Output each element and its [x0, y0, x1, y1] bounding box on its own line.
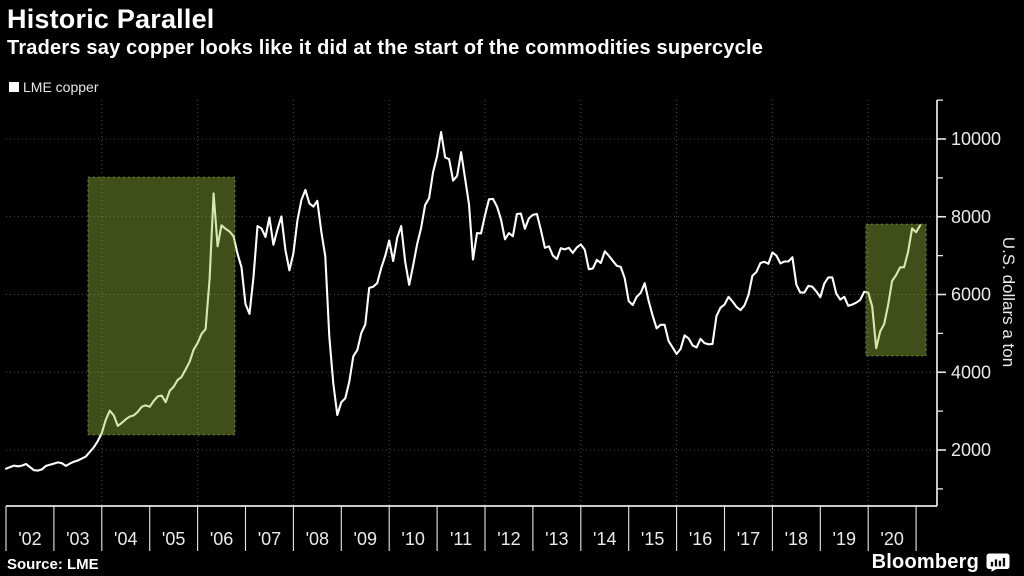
x-year-label: '15	[641, 529, 664, 549]
chart-title: Historic Parallel	[7, 4, 215, 34]
axis-labels: 2000 4000 6000 8000 10000 '02 '03 '04 '05 '06 '07 '…	[18, 129, 1001, 549]
x-year-label: '02	[18, 529, 41, 549]
y-tick-label: 8000	[951, 207, 991, 227]
source-note: Source: LME	[7, 556, 99, 573]
legend: LME copper	[9, 79, 98, 95]
y-axis-title: U.S. dollars a ton	[999, 237, 1018, 367]
highlight-box-1	[87, 176, 236, 436]
x-year-label: '04	[114, 529, 137, 549]
price-line	[4, 130, 922, 472]
price-line-group	[4, 130, 922, 472]
x-year-label: '20	[880, 529, 903, 549]
x-year-label: '18	[785, 529, 808, 549]
x-year-label: '09	[354, 529, 377, 549]
x-year-label: '10	[401, 529, 424, 549]
brand-lockup: Bloomberg	[872, 551, 1010, 574]
x-year-label: '03	[66, 529, 89, 549]
y-tick-label: 10000	[951, 129, 1001, 149]
chart-subtitle: Traders say copper looks like it did at …	[7, 37, 764, 60]
x-year-label: '19	[833, 529, 856, 549]
x-year-label: '06	[210, 529, 233, 549]
chart-header: Historic Parallel Traders say copper loo…	[7, 4, 763, 60]
x-year-label: '16	[689, 529, 712, 549]
x-year-label: '11	[450, 529, 472, 549]
brand-wordmark: Bloomberg	[871, 551, 979, 573]
y-tick-label: 4000	[951, 362, 991, 382]
highlight-box-2	[865, 223, 927, 357]
y-tick-label: 2000	[951, 440, 991, 460]
x-year-label: '14	[593, 529, 616, 549]
legend-swatch-icon	[9, 82, 19, 92]
highlight-boxes	[87, 176, 927, 436]
legend-label: LME copper	[23, 79, 99, 95]
bloomberg-logo-icon	[986, 553, 1010, 572]
x-year-label: '17	[737, 529, 760, 549]
x-year-label: '05	[162, 529, 185, 549]
x-year-label: '13	[545, 529, 568, 549]
y-tick-label: 6000	[951, 285, 991, 305]
x-year-label: '08	[306, 529, 329, 549]
axes	[5, 99, 946, 551]
x-year-label: '12	[497, 529, 520, 549]
x-year-label: '07	[258, 529, 281, 549]
